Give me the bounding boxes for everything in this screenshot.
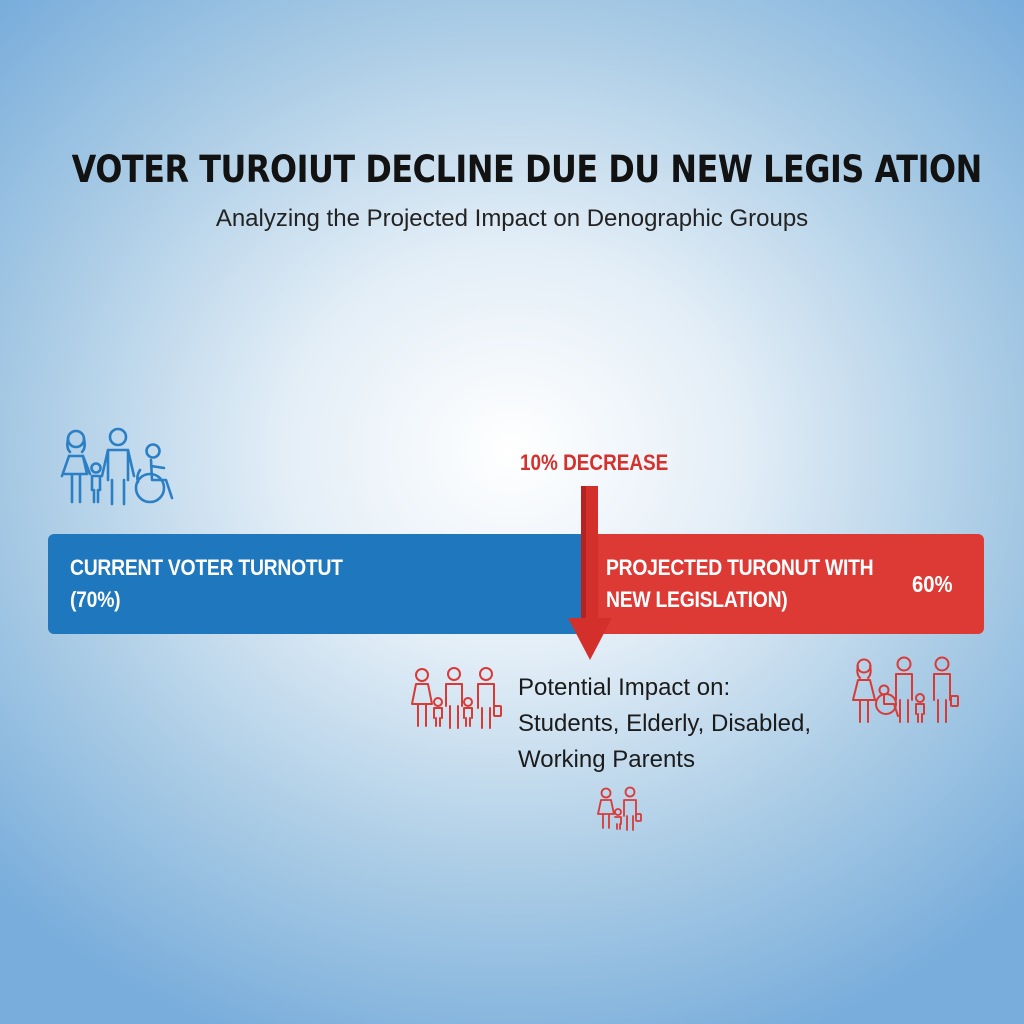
projected-turnout-label: PROJECTED TURONUT WITH NEW LEGISLATION) [606, 552, 874, 616]
impact-line3: Working Parents [518, 746, 695, 773]
parent-child-icon [597, 786, 642, 831]
current-turnout-line1: CURRENT VOTER TURNOTUT [70, 555, 343, 580]
impact-line1: Potential Impact on: [518, 674, 731, 701]
impact-text: Potential Impact on: Students, Elderly, … [518, 670, 811, 778]
current-turnout-line2: (70%) [70, 587, 121, 612]
impact-line2: Students, Elderly, Disabled, [518, 710, 812, 737]
projected-turnout-line2: NEW LEGISLATION) [606, 587, 788, 612]
family-wheelchair-icon [60, 427, 174, 506]
current-turnout-bar [48, 534, 588, 634]
family-wheelchair-icon-right [852, 656, 959, 723]
projected-turnout-line1: PROJECTED TURONUT WITH [606, 555, 874, 580]
page-subtitle: Analyzing the Projected Impact on Denogr… [215, 205, 809, 232]
family-group-icon [411, 667, 502, 729]
projected-turnout-value: 60% [912, 571, 953, 597]
current-turnout-label: CURRENT VOTER TURNOTUT (70%) [70, 552, 343, 616]
decrease-arrow-icon [568, 486, 612, 660]
decrease-label: 10% DECREASE [520, 450, 669, 475]
page-title: VOTER TUROIUT DECLINE DUE DU NEW LEGIS A… [71, 148, 983, 191]
projected-turnout-bar [582, 534, 984, 634]
